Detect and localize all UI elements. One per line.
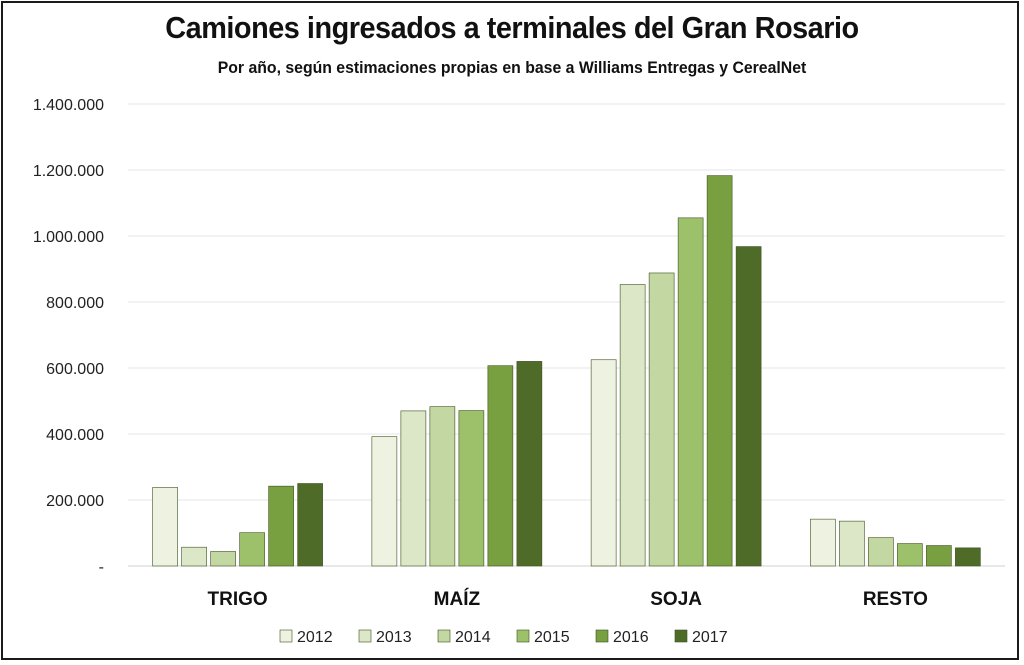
bar-trigo-2012 [152, 487, 178, 567]
legend-label: 2012 [297, 629, 333, 646]
bar-trigo-2014 [210, 551, 236, 567]
bar-soja-2014 [648, 272, 675, 567]
x-category-label: SOJA [650, 589, 702, 610]
bar-resto-2015 [897, 543, 923, 567]
bar-resto-2013 [839, 520, 865, 567]
legend-swatch-2016 [595, 629, 609, 643]
bar-trigo-2013 [181, 546, 207, 567]
bar-maíz-2016 [487, 365, 514, 567]
x-category-label: MAÍZ [434, 588, 481, 610]
legend: 2012 2013 2014 2015 2016 2017 [279, 629, 728, 646]
y-tick-label: 1.200.000 [33, 163, 104, 180]
bar-maíz-2015 [458, 410, 485, 567]
legend-swatch-2015 [516, 629, 530, 643]
bar-maíz-2017 [516, 361, 543, 567]
y-tick-label: 1.400.000 [33, 97, 104, 114]
bar-soja-2015 [677, 217, 704, 567]
y-tick-label: 800.000 [46, 295, 104, 312]
legend-swatch-2012 [279, 629, 293, 643]
legend-label: 2013 [376, 629, 412, 646]
bars [152, 175, 981, 567]
y-axis-ticks: - 200.000 400.000 600.000 800.000 1.000.000 1.… [33, 97, 104, 576]
y-tick-label: 600.000 [46, 361, 104, 378]
bar-trigo-2016 [268, 485, 294, 567]
bar-maíz-2013 [400, 410, 427, 567]
legend-swatch-2014 [437, 629, 451, 643]
chart-subtitle: Por año, según estimaciones propias en b… [217, 58, 807, 77]
legend-label: 2016 [613, 629, 649, 646]
gridlines [128, 103, 1005, 567]
bar-soja-2012 [590, 359, 617, 567]
bar-trigo-2017 [297, 483, 323, 567]
legend-swatch-2013 [358, 629, 372, 643]
y-tick-label: 1.000.000 [33, 229, 104, 246]
x-category-label: TRIGO [208, 589, 268, 610]
chart-title: Camiones ingresados a terminales del Gra… [165, 10, 859, 45]
y-tick-label: 200.000 [46, 493, 104, 510]
y-tick-label: 400.000 [46, 427, 104, 444]
bar-resto-2016 [926, 545, 952, 567]
bar-resto-2017 [955, 547, 981, 567]
x-axis-categories: TRIGO MAÍZ SOJA RESTO [208, 588, 928, 610]
bar-resto-2012 [810, 518, 836, 567]
legend-label: 2017 [692, 629, 728, 646]
bar-soja-2016 [706, 175, 733, 567]
bar-resto-2014 [868, 537, 894, 567]
bar-soja-2013 [619, 284, 646, 567]
bar-trigo-2015 [239, 532, 265, 567]
bar-soja-2017 [735, 246, 762, 567]
legend-label: 2014 [455, 629, 491, 646]
legend-label: 2015 [534, 629, 570, 646]
bar-maíz-2012 [371, 436, 398, 567]
x-category-label: RESTO [863, 589, 928, 610]
bar-maíz-2014 [429, 406, 456, 567]
legend-swatch-2017 [674, 629, 688, 643]
y-tick-label: - [99, 559, 104, 576]
